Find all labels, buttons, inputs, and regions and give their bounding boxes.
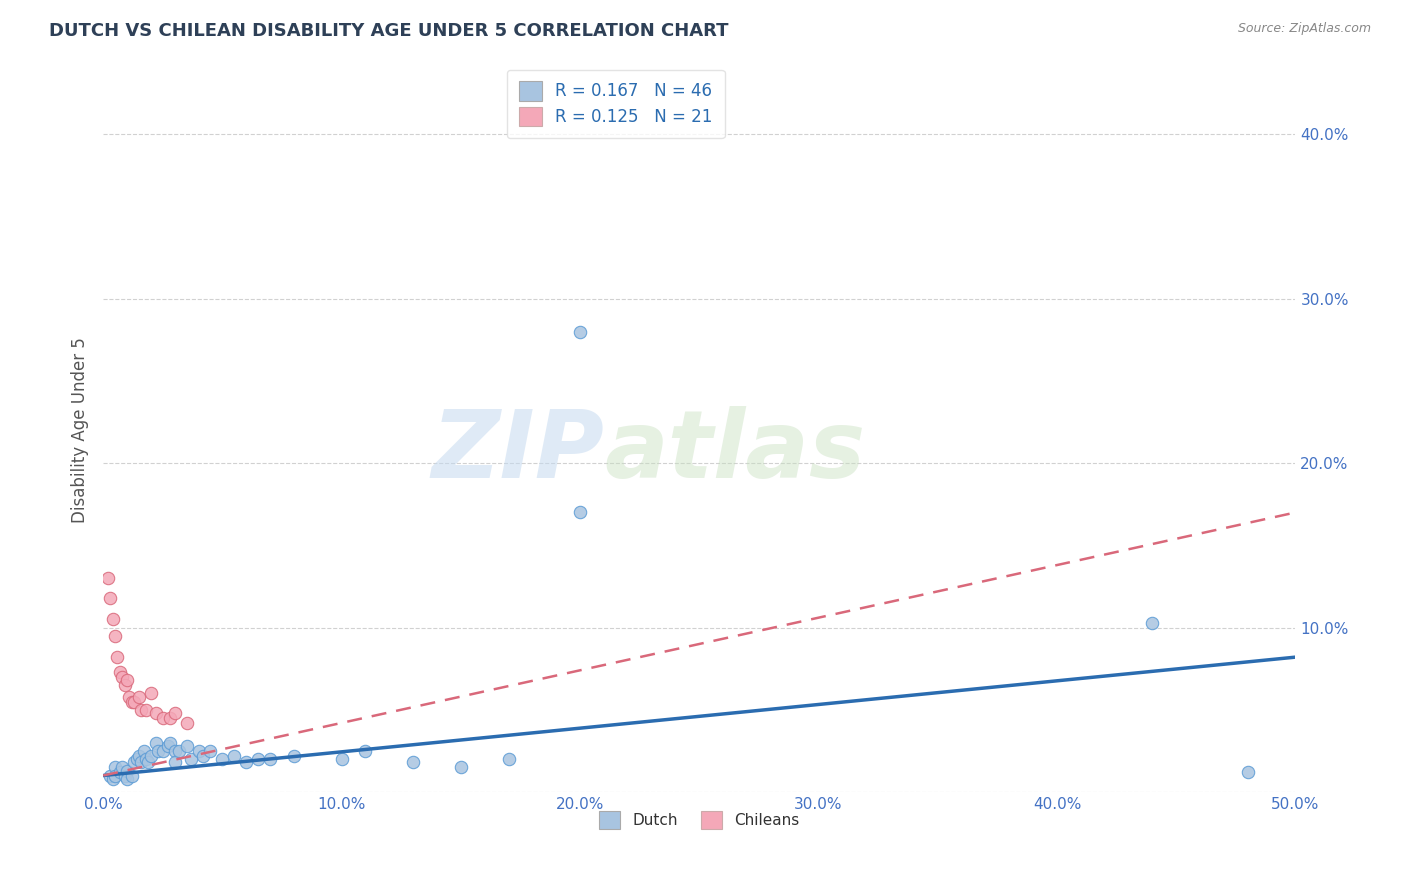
Point (98, 768, 121, 782)
Text: atlas: atlas (605, 406, 865, 498)
Point (156, 739, 179, 753)
Point (98, 591, 121, 605)
Point (247, 752, 270, 766)
Point (104, 760, 127, 774)
Point (193, 748, 215, 763)
Point (138, 756, 160, 770)
Point (107, 650, 129, 665)
Point (135, 752, 157, 766)
Point (211, 752, 233, 766)
Point (152, 744, 174, 758)
Point (145, 706, 167, 720)
Point (146, 744, 169, 758)
Point (132, 744, 155, 758)
Point (200, 744, 222, 758)
Point (122, 756, 145, 770)
Point (450, 760, 472, 774)
Point (139, 686, 162, 700)
Point (115, 673, 138, 688)
Point (104, 629, 127, 643)
Point (129, 703, 152, 717)
Point (224, 748, 246, 763)
Point (498, 752, 520, 766)
Point (569, 505, 592, 519)
Point (108, 665, 131, 679)
Point (115, 772, 138, 786)
Point (114, 678, 136, 692)
Point (176, 739, 198, 753)
Text: ZIP: ZIP (432, 406, 605, 498)
Point (122, 694, 145, 708)
Point (283, 748, 305, 763)
Point (330, 752, 353, 766)
Point (402, 756, 425, 770)
Point (259, 752, 281, 766)
Point (128, 690, 150, 704)
Point (108, 765, 131, 780)
Legend: Dutch, Chileans: Dutch, Chileans (593, 805, 806, 835)
Point (121, 694, 143, 708)
Point (163, 706, 186, 720)
Point (169, 744, 191, 758)
Point (128, 748, 150, 763)
Point (118, 690, 141, 704)
Point (569, 325, 592, 339)
Point (159, 736, 181, 750)
Point (114, 768, 136, 782)
Y-axis label: Disability Age Under 5: Disability Age Under 5 (72, 337, 89, 524)
Point (129, 756, 152, 770)
Point (135, 703, 157, 717)
Point (187, 744, 209, 758)
Point (101, 772, 124, 786)
Point (180, 752, 202, 766)
Point (163, 744, 186, 758)
Point (159, 711, 181, 725)
Point (101, 612, 124, 626)
Point (1142, 615, 1164, 630)
Point (111, 760, 134, 774)
Point (97, 571, 120, 585)
Point (176, 715, 198, 730)
Point (145, 736, 167, 750)
Point (115, 764, 138, 778)
Point (354, 744, 377, 758)
Point (111, 670, 134, 684)
Point (152, 711, 174, 725)
Point (163, 756, 186, 770)
Point (1236, 765, 1258, 780)
Text: DUTCH VS CHILEAN DISABILITY AGE UNDER 5 CORRELATION CHART: DUTCH VS CHILEAN DISABILITY AGE UNDER 5 … (49, 22, 728, 40)
Point (125, 752, 148, 766)
Point (235, 756, 257, 770)
Point (104, 768, 127, 782)
Point (139, 748, 162, 763)
Text: Source: ZipAtlas.com: Source: ZipAtlas.com (1237, 22, 1371, 36)
Point (121, 768, 143, 782)
